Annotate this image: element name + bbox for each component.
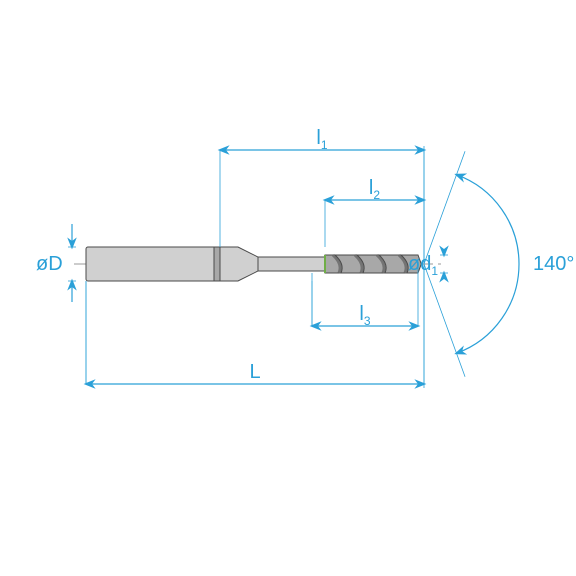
- dim-label-L: L: [249, 361, 260, 383]
- dim-label-angle: 140°: [533, 253, 574, 275]
- dim-label-l1: l1: [316, 127, 327, 152]
- dim-label-l3: l3: [359, 303, 370, 328]
- dim-label-l2: l2: [369, 177, 380, 202]
- dim-label-D: øD: [36, 253, 63, 275]
- dim-label-d1: ød1: [408, 253, 438, 278]
